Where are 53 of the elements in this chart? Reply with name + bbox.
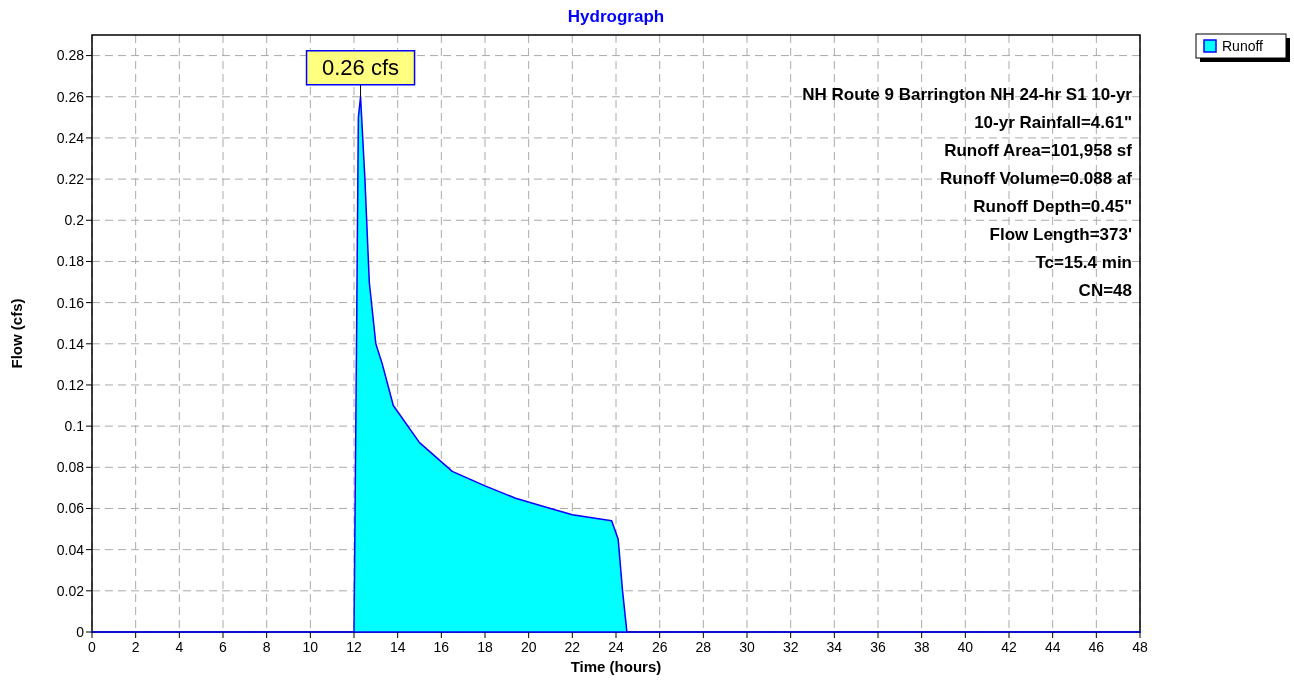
annotation: Runoff Volume=0.088 af xyxy=(940,169,1133,188)
y-tick-label: 0.06 xyxy=(56,500,85,517)
y-tick-label: 0.2 xyxy=(64,212,85,229)
annotation: Runoff Depth=0.45" xyxy=(973,197,1132,216)
annotation: 10-yr Rainfall=4.61" xyxy=(974,113,1132,132)
legend-label: Runoff xyxy=(1222,37,1264,54)
x-axis-title: Time (hours) xyxy=(570,658,662,675)
y-tick-label: 0.1 xyxy=(64,418,85,435)
x-tick-label: 24 xyxy=(608,639,624,655)
y-tick-label: 0.18 xyxy=(56,253,85,270)
x-tick-label: 22 xyxy=(564,639,581,655)
x-tick-label: 40 xyxy=(957,639,974,655)
annotation: 0.26 cfs xyxy=(322,55,400,81)
y-tick-label: 0.12 xyxy=(56,376,85,393)
annotation: NH Route 9 Barrington NH 24-hr S1 10-yr xyxy=(802,85,1133,104)
x-tick-label: 34 xyxy=(826,639,843,655)
x-tick-label: 6 xyxy=(219,639,228,655)
x-tick-label: 12 xyxy=(346,639,362,655)
annotation: CN=48 xyxy=(1078,281,1132,300)
chart-title: Hydrograph xyxy=(567,7,665,26)
y-tick-label: 0.14 xyxy=(56,335,85,352)
x-tick-label: 10 xyxy=(302,639,319,655)
x-tick-label: 2 xyxy=(131,639,140,655)
x-tick-label: 26 xyxy=(651,639,668,655)
y-tick-label: 0.22 xyxy=(56,171,85,187)
y-axis-title: Flow (cfs) xyxy=(8,298,25,369)
annotation: Flow Length=373' xyxy=(989,225,1132,244)
y-tick-label: 0.04 xyxy=(56,541,85,558)
x-tick-label: 36 xyxy=(870,639,886,655)
x-tick-label: 38 xyxy=(913,639,930,655)
y-tick-label: 0.26 xyxy=(56,88,85,105)
x-tick-label: 16 xyxy=(433,639,450,655)
x-tick-label: 20 xyxy=(520,639,537,655)
x-tick-label: 4 xyxy=(175,639,184,655)
x-tick-label: 14 xyxy=(389,639,406,655)
x-tick-label: 42 xyxy=(1001,639,1017,655)
y-tick-label: 0.16 xyxy=(56,294,85,311)
x-tick-label: 44 xyxy=(1044,639,1061,655)
y-tick-label: 0.28 xyxy=(56,47,85,64)
x-tick-label: 30 xyxy=(739,639,755,655)
x-tick-label: 18 xyxy=(477,639,493,655)
y-tick-label: 0.08 xyxy=(56,459,85,476)
y-tick-label: 0.24 xyxy=(56,129,85,146)
x-tick-label: 32 xyxy=(782,639,799,655)
annotation: Runoff Area=101,958 sf xyxy=(944,141,1133,160)
x-tick-label: 28 xyxy=(695,639,712,655)
x-tick-label: 0 xyxy=(88,639,97,655)
annotation: Tc=15.4 min xyxy=(1035,253,1132,272)
x-tick-label: 48 xyxy=(1132,639,1148,655)
y-tick-label: 0 xyxy=(76,623,85,640)
x-tick-label: 8 xyxy=(262,639,271,655)
y-tick-label: 0.02 xyxy=(56,582,85,599)
x-tick-label: 46 xyxy=(1088,639,1105,655)
